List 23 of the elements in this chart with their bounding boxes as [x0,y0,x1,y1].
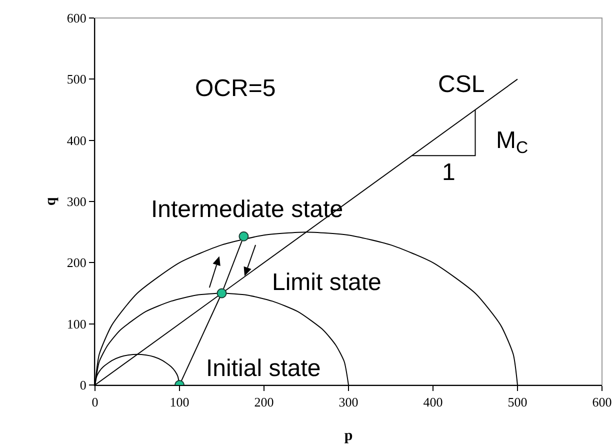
y-tick-label: 400 [66,132,86,148]
x-tick-label: 200 [254,394,274,410]
x-tick-label: 0 [92,394,98,410]
x-tick-label: 100 [170,394,190,410]
y-tick-label: 500 [66,72,86,87]
annotation: Intermediate state [151,196,344,223]
annotation: OCR=5 [195,75,276,102]
x-axis-title: p [344,428,353,444]
y-tick-label: 300 [66,194,86,210]
x-tick-label: 600 [592,394,612,410]
annotation: 1 [442,159,456,186]
annotation: Limit state [272,269,382,296]
annotation: CSL [438,71,485,98]
y-axis-title: q [43,196,59,206]
annotation: M$_{C}$ [496,127,528,158]
x-tick-label: 400 [423,394,443,410]
y-tick-label: 200 [66,255,86,270]
y-tick-label: 0 [80,378,86,393]
x-tick-label: 300 [338,394,358,410]
y-tick-label: 100 [66,316,86,332]
annotation: Initial state [206,355,321,382]
y-tick-label: 600 [66,10,86,26]
x-tick-label: 500 [508,394,528,410]
